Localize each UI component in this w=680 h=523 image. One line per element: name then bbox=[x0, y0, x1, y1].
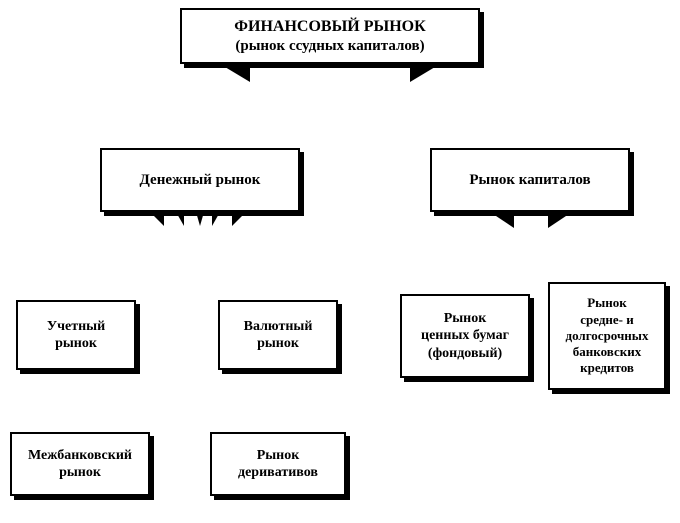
l4-mezh-l1: Межбанковский bbox=[28, 447, 132, 465]
l3-kred-l1: Рынок bbox=[587, 295, 627, 311]
l3-fond-l1: Рынок bbox=[444, 310, 487, 328]
l4-mezh-node: Межбанковский рынок bbox=[10, 432, 150, 496]
l2-left-node: Денежный рынок bbox=[100, 148, 300, 212]
l4-deriv-l2: деривативов bbox=[238, 464, 318, 482]
l3-val-l1: Валютный bbox=[244, 318, 313, 336]
l3-val-node: Валютный рынок bbox=[218, 300, 338, 370]
l3-kred-l5: кредитов bbox=[580, 360, 634, 376]
l4-deriv-l1: Рынок bbox=[257, 447, 300, 465]
l3-fond-node: Рынок ценных бумаг (фондовый) bbox=[400, 294, 530, 378]
l2l-fan-3 bbox=[196, 212, 204, 226]
root-connector-right bbox=[410, 64, 440, 82]
l3-uchet-l2: рынок bbox=[55, 335, 97, 353]
l3-kred-l2: средне- и bbox=[580, 312, 634, 328]
l3-fond-l2: ценных бумаг bbox=[421, 327, 509, 345]
l2r-fan-1 bbox=[490, 212, 514, 228]
l2r-fan-2 bbox=[548, 212, 572, 228]
l3-kred-node: Рынок средне- и долгосрочных банковских … bbox=[548, 282, 666, 390]
l2l-fan-2 bbox=[176, 212, 184, 226]
root-title: ФИНАНСОВЫЙ РЫНОК bbox=[234, 17, 425, 37]
l3-uchet-node: Учетный рынок bbox=[16, 300, 136, 370]
l2l-fan-4 bbox=[212, 212, 220, 226]
l2l-fan-5 bbox=[232, 212, 246, 226]
l2l-fan-1 bbox=[150, 212, 164, 226]
l2-left-label: Денежный рынок bbox=[140, 171, 261, 190]
root-connector-left bbox=[220, 64, 250, 82]
l4-mezh-l2: рынок bbox=[59, 464, 101, 482]
root-subtitle: (рынок ссудных капиталов) bbox=[235, 37, 424, 56]
l3-uchet-l1: Учетный bbox=[47, 318, 105, 336]
root-node: ФИНАНСОВЫЙ РЫНОК (рынок ссудных капитало… bbox=[180, 8, 480, 64]
l2-right-label: Рынок капиталов bbox=[469, 171, 590, 190]
l3-fond-l3: (фондовый) bbox=[428, 345, 502, 363]
l3-kred-l3: долгосрочных bbox=[566, 328, 649, 344]
l3-val-l2: рынок bbox=[257, 335, 299, 353]
l2-right-node: Рынок капиталов bbox=[430, 148, 630, 212]
l4-deriv-node: Рынок деривативов bbox=[210, 432, 346, 496]
l3-kred-l4: банковских bbox=[573, 344, 641, 360]
